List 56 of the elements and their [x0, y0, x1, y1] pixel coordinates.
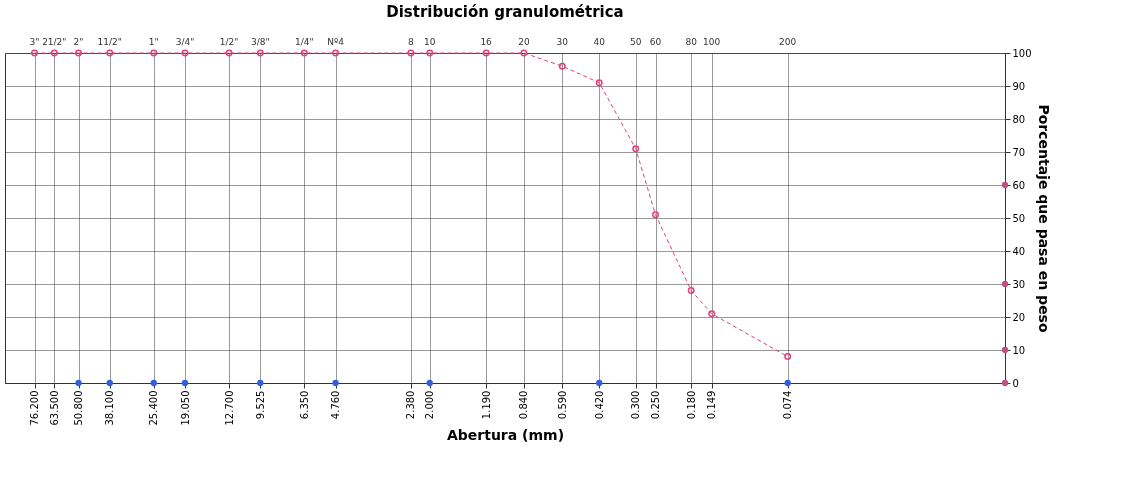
x-tick-label: 0.149 — [706, 390, 718, 420]
x-tick-label: 19.050 — [179, 390, 191, 426]
y-tick-label: 10 — [1012, 344, 1026, 356]
x-tick-label: 50.800 — [73, 390, 85, 426]
y-axis-title: Porcentaje que pasa en peso — [1035, 104, 1052, 333]
y-tick-label: 80 — [1012, 113, 1026, 125]
x-axis-title: Abertura (mm) — [446, 427, 565, 444]
x-tick-label: 4.760 — [330, 390, 342, 420]
x-tick-label: 6.350 — [298, 390, 310, 420]
x-tick-label: 38.100 — [104, 390, 116, 426]
text: 200 — [779, 37, 797, 47]
text: 100 — [703, 37, 721, 47]
x-tick-label: 2.380 — [405, 390, 417, 420]
y-tick-label: 40 — [1012, 245, 1026, 257]
x-tick-label: 12.700 — [223, 390, 235, 426]
text: 20 — [518, 37, 530, 47]
text: 40 — [593, 37, 606, 47]
x-tick-label: 9.525 — [254, 390, 266, 420]
x-tick-label: 0.840 — [518, 390, 530, 420]
text: 50 — [629, 37, 642, 47]
text: 8 — [407, 37, 414, 47]
x-tick-label: 0.300 — [630, 390, 642, 420]
text: 30 — [556, 37, 569, 47]
y-tick-label: 100 — [1012, 47, 1032, 59]
y-tick-label: 30 — [1012, 278, 1026, 290]
text: 3/4" — [175, 37, 195, 47]
text: 60 — [649, 37, 662, 47]
y-tick-label: 90 — [1012, 80, 1026, 92]
y-tick-label: 70 — [1012, 146, 1026, 158]
x-tick-label: 2.000 — [424, 390, 436, 420]
text: 3/8" — [250, 37, 270, 47]
x-tick-label: 25.400 — [148, 390, 160, 426]
text: Nº4 — [327, 37, 345, 47]
x-tick-label: 0.180 — [685, 390, 697, 420]
text: 10 — [424, 37, 436, 47]
x-tick-label: 0.590 — [556, 390, 568, 420]
x-tick-label: 0.074 — [782, 390, 794, 420]
text: 3" — [29, 37, 40, 47]
x-tick-label: 1.190 — [480, 390, 492, 420]
text: 1" — [148, 37, 159, 47]
text: 80 — [685, 37, 698, 47]
text: 21/2" — [42, 37, 67, 47]
y-tick-label: 60 — [1012, 179, 1026, 191]
text: 2" — [73, 37, 84, 47]
y-tick-label: 0 — [1012, 377, 1019, 389]
text: 11/2" — [97, 37, 122, 47]
chart-title: Distribución granulométrica — [386, 3, 624, 21]
x-tick-label: 63.500 — [48, 390, 60, 426]
text: 1/2" — [219, 37, 239, 47]
x-tick-label: 0.250 — [650, 390, 662, 420]
x-tick-label: 76.200 — [29, 390, 41, 426]
text: 16 — [480, 37, 493, 47]
text: 1/4" — [294, 37, 314, 47]
x-tick-label: 0.420 — [593, 390, 605, 420]
y-tick-label: 20 — [1012, 311, 1026, 323]
y-tick-label: 50 — [1012, 212, 1026, 224]
